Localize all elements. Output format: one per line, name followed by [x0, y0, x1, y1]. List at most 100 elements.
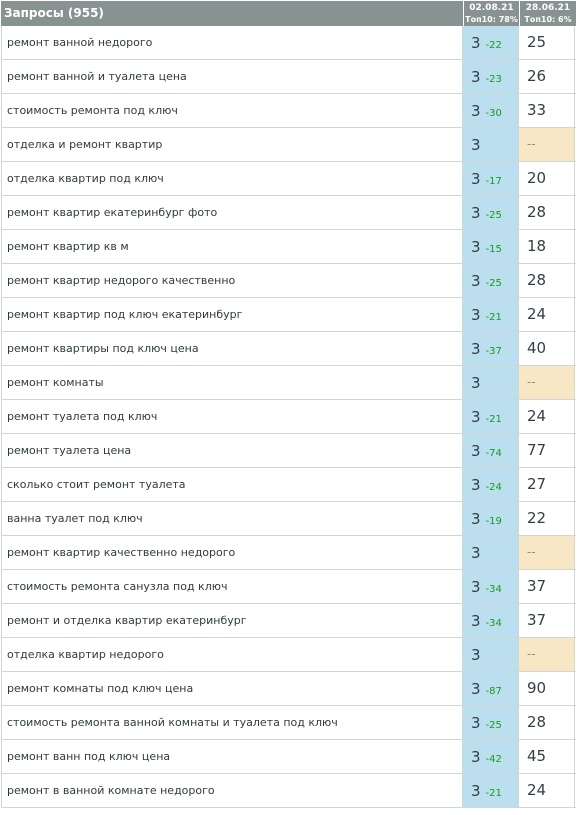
query-cell[interactable]: ремонт ванн под ключ цена — [1, 740, 463, 773]
query-cell[interactable]: ванна туалет под ключ — [1, 502, 463, 535]
position-change: -19 — [485, 516, 502, 527]
position-value: 3 — [471, 680, 481, 698]
previous-position-cell: 22 — [519, 502, 575, 535]
query-cell[interactable]: ремонт в ванной комнате недорого — [1, 774, 463, 807]
current-position-cell: 3 -15 — [463, 230, 519, 263]
previous-position-cell: 28 — [519, 264, 575, 297]
table-row: отделка и ремонт квартир 3 -- — [1, 128, 576, 162]
current-position-cell: 3 -34 — [463, 570, 519, 603]
current-position-cell: 3 -42 — [463, 740, 519, 773]
table-row: ремонт ванн под ключ цена 3 -42 45 — [1, 740, 576, 774]
current-position-cell: 3 -21 — [463, 400, 519, 433]
query-cell[interactable]: стоимость ремонта санузла под ключ — [1, 570, 463, 603]
query-cell[interactable]: стоимость ремонта под ключ — [1, 94, 463, 127]
position-value: 3 — [471, 238, 481, 256]
current-position-cell: 3 -37 — [463, 332, 519, 365]
previous-position-cell: 37 — [519, 604, 575, 637]
query-cell[interactable]: ремонт квартир под ключ екатеринбург — [1, 298, 463, 331]
table-row: отделка квартир под ключ 3 -17 20 — [1, 162, 576, 196]
position-value: 3 — [471, 782, 481, 800]
query-cell[interactable]: ремонт квартир кв м — [1, 230, 463, 263]
position-value: 3 — [471, 204, 481, 222]
query-cell[interactable]: отделка квартир под ключ — [1, 162, 463, 195]
current-position-cell: 3 -74 — [463, 434, 519, 467]
previous-position-cell: 40 — [519, 332, 575, 365]
position-value: 3 — [471, 68, 481, 86]
column-top10: Топ10: 6% — [524, 15, 572, 24]
queries-column-header[interactable]: Запросы (955) — [1, 1, 464, 26]
position-value: 3 — [471, 510, 481, 528]
position-change: -34 — [485, 618, 502, 629]
current-position-cell: 3 -22 — [463, 26, 519, 59]
current-position-cell: 3 -25 — [463, 196, 519, 229]
previous-position-cell: -- — [519, 638, 575, 671]
query-cell[interactable]: ремонт комнаты под ключ цена — [1, 672, 463, 705]
query-cell[interactable]: стоимость ремонта ванной комнаты и туале… — [1, 706, 463, 739]
position-change: -34 — [485, 584, 502, 595]
position-value: 3 — [471, 748, 481, 766]
previous-position-cell: 90 — [519, 672, 575, 705]
query-cell[interactable]: ремонт квартиры под ключ цена — [1, 332, 463, 365]
table-header: Запросы (955) 02.08.21 Топ10: 78% 28.06.… — [1, 1, 576, 26]
previous-position-cell: 24 — [519, 400, 575, 433]
previous-position-cell: 24 — [519, 298, 575, 331]
previous-position-cell: 20 — [519, 162, 575, 195]
position-value: 3 — [471, 136, 481, 154]
table-row: ремонт комнаты 3 -- — [1, 366, 576, 400]
query-cell[interactable]: ремонт квартир екатеринбург фото — [1, 196, 463, 229]
query-cell[interactable]: отделка и ремонт квартир — [1, 128, 463, 161]
previous-position-cell: 26 — [519, 60, 575, 93]
query-cell[interactable]: ремонт и отделка квартир екатеринбург — [1, 604, 463, 637]
query-cell[interactable]: ремонт ванной и туалета цена — [1, 60, 463, 93]
table-row: сколько стоит ремонт туалета 3 -24 27 — [1, 468, 576, 502]
date-column-header-previous[interactable]: 28.06.21 Топ10: 6% — [520, 1, 576, 26]
position-value: 3 — [471, 408, 481, 426]
table-row: стоимость ремонта ванной комнаты и туале… — [1, 706, 576, 740]
current-position-cell: 3 -87 — [463, 672, 519, 705]
query-cell[interactable]: ремонт квартир недорого качественно — [1, 264, 463, 297]
previous-position-cell: -- — [519, 536, 575, 569]
query-cell[interactable]: ремонт ванной недорого — [1, 26, 463, 59]
position-value: 3 — [471, 646, 481, 664]
previous-position-cell: 33 — [519, 94, 575, 127]
table-row: ремонт квартир недорого качественно 3 -25 2… — [1, 264, 576, 298]
position-value: 3 — [471, 544, 481, 562]
previous-position-cell: 27 — [519, 468, 575, 501]
position-change: -87 — [485, 686, 502, 697]
current-position-cell: 3 -21 — [463, 298, 519, 331]
column-top10: Топ10: 78% — [465, 15, 518, 24]
current-position-cell: 3 -25 — [463, 264, 519, 297]
previous-position-cell: 18 — [519, 230, 575, 263]
previous-position-cell: -- — [519, 128, 575, 161]
current-position-cell: 3 -23 — [463, 60, 519, 93]
table-row: стоимость ремонта под ключ 3 -30 33 — [1, 94, 576, 128]
query-cell[interactable]: сколько стоит ремонт туалета — [1, 468, 463, 501]
position-value: 3 — [471, 714, 481, 732]
position-change: -25 — [485, 720, 502, 731]
position-value: 3 — [471, 34, 481, 52]
table-row: ремонт квартир качественно недорого 3 -- — [1, 536, 576, 570]
query-cell[interactable]: ремонт туалета под ключ — [1, 400, 463, 433]
previous-position-cell: 45 — [519, 740, 575, 773]
current-position-cell: 3 — [463, 638, 519, 671]
table-row: стоимость ремонта санузла под ключ 3 -34 37 — [1, 570, 576, 604]
query-cell[interactable]: ремонт квартир качественно недорого — [1, 536, 463, 569]
query-cell[interactable]: ремонт комнаты — [1, 366, 463, 399]
position-change: -22 — [485, 40, 502, 51]
table-row: ремонт квартир екатеринбург фото 3 -25 28 — [1, 196, 576, 230]
query-cell[interactable]: отделка квартир недорого — [1, 638, 463, 671]
current-position-cell: 3 — [463, 366, 519, 399]
current-position-cell: 3 — [463, 128, 519, 161]
previous-position-cell: 28 — [519, 706, 575, 739]
query-cell[interactable]: ремонт туалета цена — [1, 434, 463, 467]
date-column-header-current[interactable]: 02.08.21 Топ10: 78% — [464, 1, 520, 26]
position-value: 3 — [471, 272, 481, 290]
position-change: -74 — [485, 448, 502, 459]
position-change: -42 — [485, 754, 502, 765]
position-value: 3 — [471, 442, 481, 460]
table-body: ремонт ванной недорого 3 -22 25 ремонт ванно… — [1, 26, 576, 808]
column-date: 28.06.21 — [525, 3, 571, 13]
column-date: 02.08.21 — [469, 3, 514, 13]
previous-position-cell: 37 — [519, 570, 575, 603]
previous-position-cell: -- — [519, 366, 575, 399]
